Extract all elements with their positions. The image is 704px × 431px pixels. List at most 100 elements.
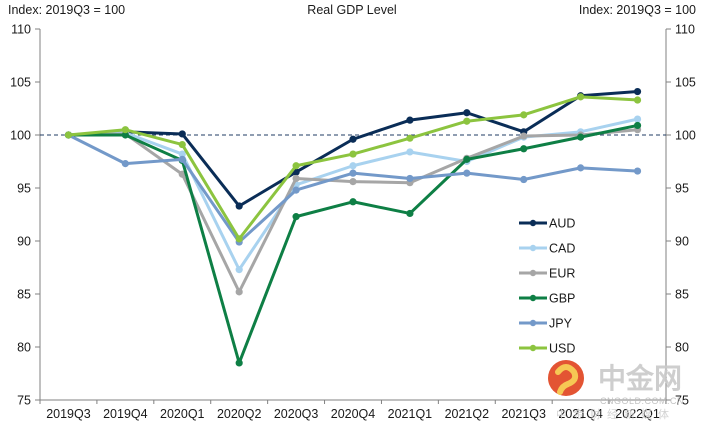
data-point-jpy bbox=[121, 160, 129, 168]
data-point-jpy bbox=[463, 169, 471, 177]
data-point-jpy bbox=[178, 155, 186, 163]
data-point-jpy bbox=[349, 169, 357, 177]
legend-item-jpy: JPY bbox=[519, 317, 573, 331]
x-tick-label: 2021Q2 bbox=[445, 407, 490, 421]
right-y-tick-label: 85 bbox=[675, 288, 689, 302]
data-point-eur bbox=[349, 178, 357, 186]
x-tick-label: 2022Q1 bbox=[615, 407, 660, 421]
legend-item-usd: USD bbox=[519, 342, 575, 356]
data-point-gbp bbox=[235, 359, 243, 367]
x-tick-label: 2020Q2 bbox=[217, 407, 262, 421]
data-point-usd bbox=[349, 150, 357, 158]
data-point-usd bbox=[235, 235, 243, 243]
series-group bbox=[64, 87, 642, 367]
chart-title: Real GDP Level bbox=[307, 3, 397, 17]
data-point-usd bbox=[121, 126, 129, 134]
legend-swatch-marker bbox=[529, 294, 537, 302]
data-point-usd bbox=[577, 93, 585, 101]
data-point-gbp bbox=[577, 133, 585, 141]
left-y-tick-label: 95 bbox=[17, 182, 31, 196]
data-point-gbp bbox=[406, 209, 414, 218]
x-tick-label: 2021Q4 bbox=[558, 407, 603, 421]
data-point-gbp bbox=[121, 131, 129, 139]
legend-item-cad: CAD bbox=[519, 242, 575, 256]
right-y-tick-label: 105 bbox=[675, 76, 696, 90]
left-y-tick-label: 80 bbox=[17, 341, 31, 355]
legend-item-aud: AUD bbox=[519, 217, 575, 231]
watermark-logo-swirl-icon bbox=[555, 364, 579, 395]
data-point-aud bbox=[633, 87, 642, 96]
data-point-eur bbox=[235, 288, 243, 296]
data-point-usd bbox=[633, 96, 642, 104]
data-point-gbp bbox=[463, 155, 471, 163]
x-tick-label: 2021Q3 bbox=[501, 407, 546, 421]
data-point-cad bbox=[633, 115, 642, 123]
data-point-usd bbox=[178, 140, 186, 149]
legend-swatch-marker bbox=[529, 319, 537, 327]
right-y-tick-label: 95 bbox=[675, 182, 689, 196]
legend: AUD CAD EUR GBP JPY USD bbox=[519, 217, 575, 356]
data-point-usd bbox=[64, 131, 73, 139]
right-y-tick-label: 90 bbox=[675, 235, 689, 249]
legend-swatch-marker bbox=[529, 244, 537, 252]
watermark-tagline: 中金财经新媒体 bbox=[556, 407, 675, 421]
data-point-cad bbox=[235, 266, 243, 274]
data-point-aud bbox=[349, 135, 357, 143]
data-point-usd bbox=[292, 162, 300, 170]
left-axis-unit-label: Index: 2019Q3 = 100 bbox=[8, 3, 126, 17]
x-tick-label: 2020Q4 bbox=[331, 407, 376, 421]
data-point-gbp bbox=[633, 121, 642, 130]
left-y-tick-label: 100 bbox=[10, 129, 31, 143]
data-point-gbp bbox=[520, 145, 528, 153]
data-point-jpy bbox=[633, 167, 642, 175]
x-tick-label: 2020Q3 bbox=[274, 407, 319, 421]
right-y-tick-label: 100 bbox=[675, 129, 696, 143]
data-point-jpy bbox=[406, 174, 414, 183]
watermark-brand-name: 中金网 bbox=[598, 362, 682, 395]
legend-item-gbp: GBP bbox=[519, 292, 575, 306]
data-point-jpy bbox=[577, 164, 585, 172]
data-point-cad bbox=[406, 148, 414, 156]
data-point-aud bbox=[406, 116, 414, 124]
data-point-usd bbox=[406, 134, 414, 142]
data-point-cad bbox=[178, 150, 186, 158]
legend-swatch-marker bbox=[529, 344, 537, 352]
legend-label: JPY bbox=[549, 317, 573, 331]
data-point-eur bbox=[178, 170, 186, 178]
legend-label: AUD bbox=[549, 217, 575, 231]
series-jpy bbox=[64, 131, 642, 246]
right-axis-unit-label: Index: 2019Q3 = 100 bbox=[578, 3, 696, 17]
legend-label: USD bbox=[549, 342, 575, 356]
watermark: 中金网 CNGOLD.COM.CN 中金财经新媒体 bbox=[548, 360, 684, 421]
legend-item-eur: EUR bbox=[519, 267, 575, 281]
legend-swatch-marker bbox=[529, 219, 537, 227]
legend-label: EUR bbox=[549, 267, 575, 281]
x-tick-label: 2019Q4 bbox=[103, 407, 148, 421]
right-y-tick-label: 75 bbox=[675, 394, 689, 408]
data-point-aud bbox=[178, 130, 186, 138]
left-y-tick-label: 110 bbox=[11, 23, 31, 37]
data-point-aud bbox=[235, 202, 243, 210]
data-point-jpy bbox=[520, 175, 528, 184]
left-y-tick-label: 90 bbox=[17, 235, 31, 249]
data-point-eur bbox=[520, 132, 528, 140]
right-y-tick-label: 110 bbox=[675, 23, 695, 37]
data-point-gbp bbox=[349, 198, 357, 206]
data-point-gbp bbox=[292, 213, 300, 221]
x-tick-label: 2020Q1 bbox=[160, 407, 205, 421]
data-point-jpy bbox=[292, 186, 300, 194]
data-point-usd bbox=[520, 111, 528, 119]
axes: 75 75 80 80 85 85 90 90 95 95 100 100 105 105 110 110 20… bbox=[10, 23, 696, 422]
legend-label: GBP bbox=[549, 292, 575, 306]
legend-swatch-marker bbox=[529, 269, 537, 277]
x-tick-label: 2019Q3 bbox=[46, 407, 91, 421]
data-point-aud bbox=[463, 109, 471, 117]
watermark-domain: CNGOLD.COM.CN bbox=[600, 396, 684, 406]
x-tick-label: 2021Q1 bbox=[388, 407, 433, 421]
legend-label: CAD bbox=[549, 242, 575, 256]
right-y-tick-label: 80 bbox=[675, 341, 689, 355]
data-point-cad bbox=[349, 162, 357, 170]
series-usd bbox=[64, 93, 642, 243]
left-y-tick-label: 75 bbox=[17, 394, 31, 408]
